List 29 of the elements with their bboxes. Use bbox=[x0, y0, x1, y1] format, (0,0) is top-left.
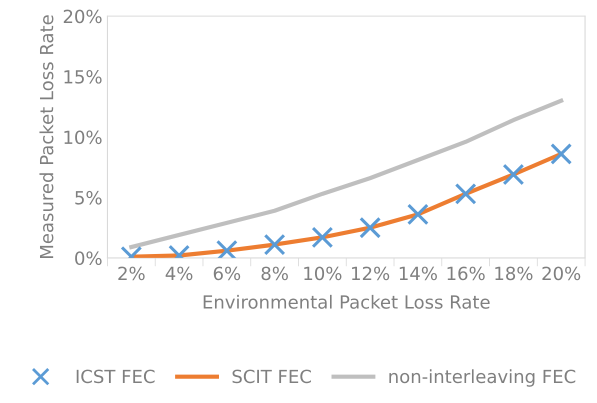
x-tick-label: 16% bbox=[448, 266, 485, 280]
y-tick-label: 15% bbox=[64, 70, 102, 84]
y-tick-label: 0% bbox=[75, 251, 102, 266]
legend-label: non-interleaving FEC bbox=[389, 369, 576, 387]
y-axis-title: Measured Packet Loss Rate bbox=[39, 15, 54, 258]
y-tick-label: 5% bbox=[75, 190, 102, 205]
line-series bbox=[129, 98, 564, 250]
point bbox=[264, 234, 286, 256]
y-tick-label: 10% bbox=[64, 130, 102, 144]
x-tick-label: 14% bbox=[400, 266, 437, 280]
point bbox=[407, 204, 429, 226]
x-tick-label: 12% bbox=[352, 266, 390, 280]
point bbox=[502, 164, 524, 186]
x-tick-label: 20% bbox=[542, 266, 580, 280]
x-axis-title: Environmental Packet Loss Rate bbox=[204, 294, 490, 309]
point bbox=[216, 240, 238, 258]
point bbox=[312, 226, 334, 248]
point bbox=[359, 216, 381, 239]
legend-label: ICST FEC bbox=[76, 370, 155, 384]
x-tick-label: 8% bbox=[262, 266, 288, 280]
point bbox=[550, 143, 572, 165]
point bbox=[454, 182, 477, 205]
x-tick-label: 6% bbox=[214, 266, 240, 280]
x-tick-label: 4% bbox=[166, 266, 192, 280]
legend-label: SCIT FEC bbox=[232, 370, 311, 384]
x-tick-label: 2% bbox=[118, 266, 145, 280]
x-tick-label: 18% bbox=[495, 266, 532, 280]
x-tick-label: 10% bbox=[304, 266, 342, 280]
y-tick-label: 20% bbox=[64, 10, 102, 24]
